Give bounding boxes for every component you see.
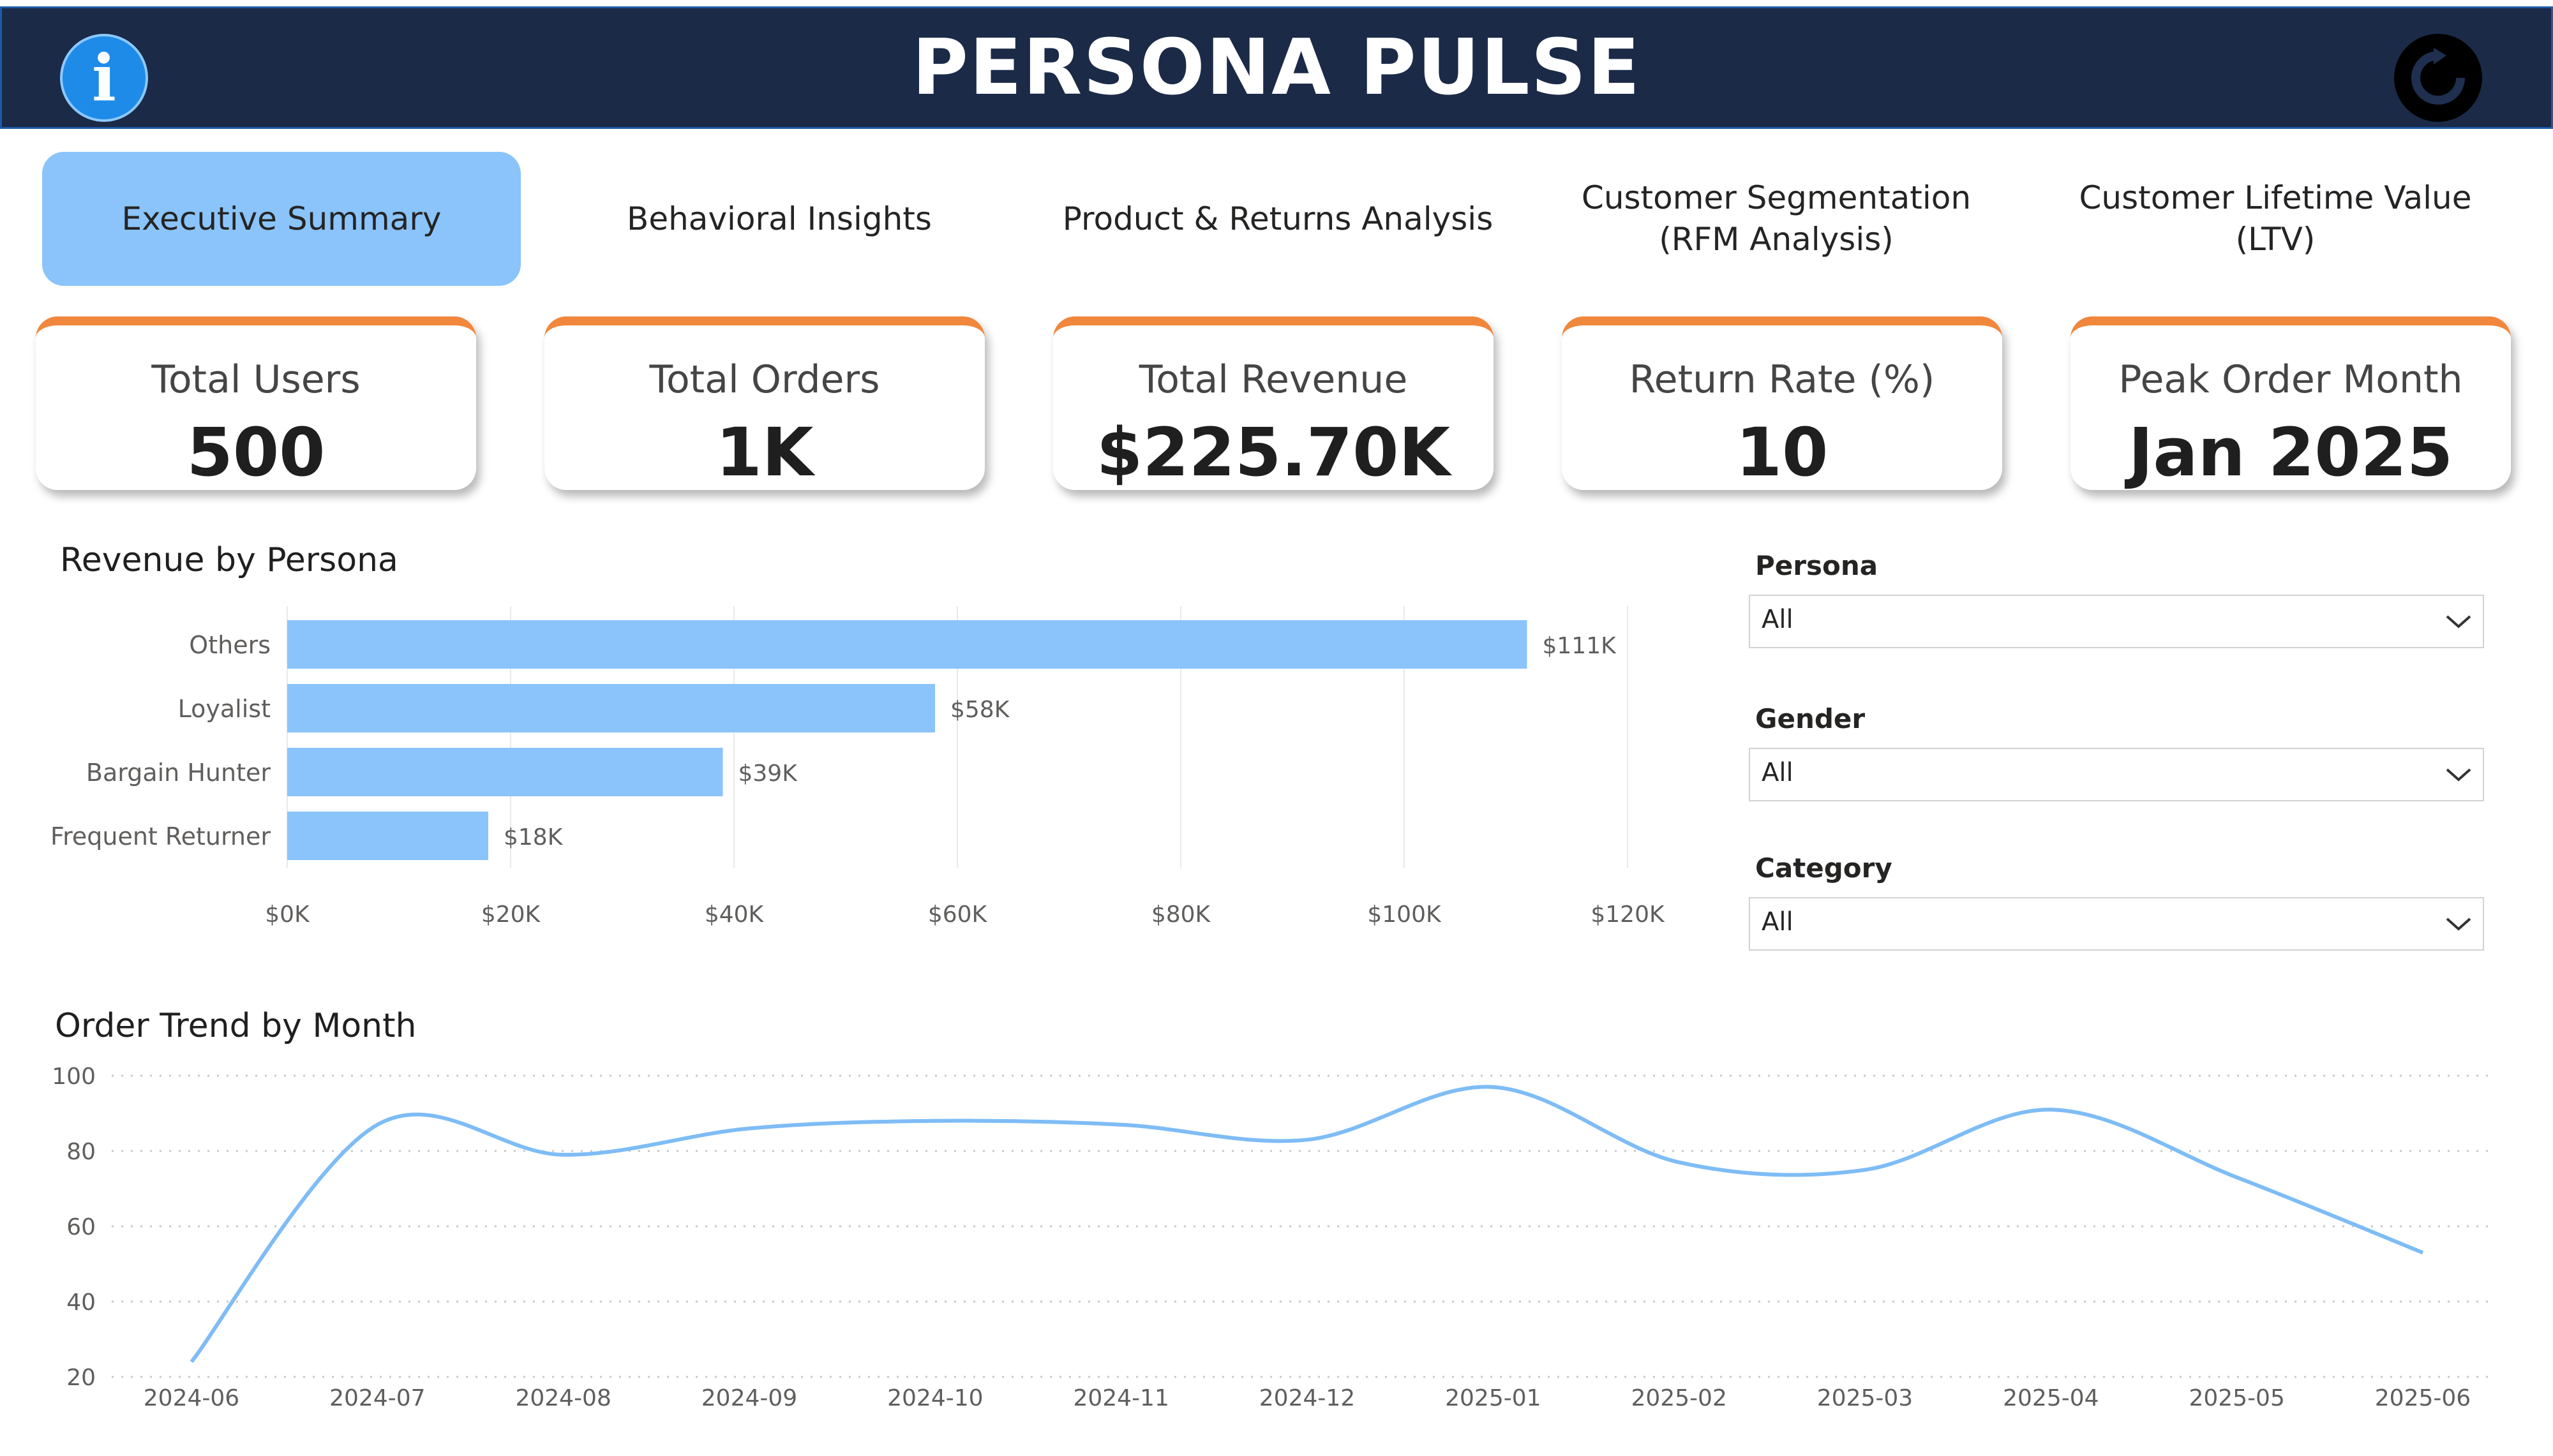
tab-product-returns-analysis[interactable]: Product & Returns Analysis	[1062, 200, 1494, 237]
series-line	[190, 1085, 2424, 1363]
x-tick-label: 2024-11	[1073, 1385, 1169, 1411]
kpi-card-total-revenue: Total Revenue $225.70K	[1053, 316, 1494, 491]
y-tick-label: 40	[66, 1289, 96, 1316]
data-point	[2422, 1252, 2423, 1253]
data-point	[377, 1124, 378, 1125]
x-tick-label: 2025-04	[2003, 1385, 2099, 1411]
x-tick-label: $20K	[481, 902, 541, 928]
kpi-value: 500	[186, 413, 326, 491]
header-bar: PERSONA PULSE i	[0, 6, 2553, 129]
kpi-value: 1K	[715, 413, 814, 491]
x-tick-label: 2024-06	[144, 1385, 239, 1411]
data-point	[934, 1120, 936, 1122]
bar	[287, 812, 488, 860]
x-tick-label: $80K	[1151, 902, 1211, 928]
kpi-value: $225.70K	[1096, 413, 1451, 491]
x-tick-label: $0K	[265, 902, 310, 928]
y-tick-label: 100	[52, 1064, 96, 1090]
y-category-label: Bargain Hunter	[86, 759, 271, 787]
data-point	[1492, 1087, 1494, 1088]
kpi-label: Return Rate (%)	[1629, 357, 1935, 402]
tab-customer-segmentation[interactable]: Customer Segmentation (RFM Analysis)	[1581, 179, 1972, 258]
x-tick-label: $100K	[1367, 902, 1442, 928]
line-chart-title: Order Trend by Month	[55, 1007, 417, 1045]
kpi-card-total-users: Total Users 500	[36, 316, 476, 491]
y-category-label: Frequent Returner	[50, 822, 271, 851]
tab-customer-ltv[interactable]: Customer Lifetime Value (LTV)	[2079, 179, 2472, 258]
data-point	[2236, 1177, 2238, 1178]
reset-icon[interactable]	[2394, 34, 2482, 122]
chevron-down-icon	[2446, 917, 2471, 931]
kpi-card-total-orders: Total Orders 1K	[544, 316, 985, 491]
x-tick-label: $60K	[928, 902, 988, 928]
kpi-label: Total Revenue	[1139, 357, 1408, 402]
x-tick-label: 2024-12	[1259, 1385, 1355, 1411]
x-tick-label: $40K	[705, 902, 765, 928]
x-tick-label: 2025-06	[2375, 1385, 2471, 1411]
x-tick-label: 2025-01	[1445, 1385, 1541, 1411]
y-tick-label: 20	[66, 1365, 96, 1391]
kpi-value: Jan 2025	[2128, 413, 2453, 491]
x-tick-label: 2024-08	[515, 1385, 611, 1411]
slicer-label-persona: Persona	[1755, 550, 1878, 581]
data-label: $39K	[738, 761, 798, 787]
y-tick-label: 60	[66, 1214, 96, 1240]
tab-executive-summary[interactable]: Executive Summary	[42, 152, 521, 286]
x-tick-label: 2025-02	[1631, 1385, 1726, 1411]
data-label: $18K	[504, 824, 564, 851]
data-label: $111K	[1543, 633, 1617, 659]
kpi-card-peak-order-month: Peak Order Month Jan 2025	[2070, 316, 2511, 491]
kpi-card-return-rate: Return Rate (%) 10	[1562, 316, 2002, 491]
kpi-label: Total Users	[151, 357, 361, 402]
x-tick-label: $120K	[1591, 902, 1665, 928]
persona-dropdown[interactable]: All	[1749, 595, 2484, 648]
slicer-value: All	[1762, 758, 1793, 787]
data-point	[191, 1361, 192, 1362]
x-tick-label: 2025-05	[2189, 1385, 2284, 1411]
gender-dropdown[interactable]: All	[1749, 748, 2484, 801]
slicer-label-category: Category	[1755, 852, 1892, 884]
info-icon[interactable]: i	[60, 34, 148, 122]
kpi-value: 10	[1735, 413, 1829, 491]
data-label: $58K	[950, 697, 1010, 723]
bar	[287, 748, 723, 796]
slicer-label-gender: Gender	[1755, 703, 1866, 734]
tab-behavioral-insights[interactable]: Behavioral Insights	[627, 200, 932, 237]
data-point	[749, 1128, 750, 1129]
data-point	[2050, 1109, 2051, 1110]
category-dropdown[interactable]: All	[1749, 897, 2484, 951]
y-category-label: Others	[189, 631, 271, 659]
x-tick-label: 2025-03	[1817, 1385, 1913, 1411]
kpi-label: Peak Order Month	[2118, 357, 2463, 402]
order-trend-chart: 20 40 60 80 100 2024-06 2024-07 2024-08 2024-09 2…	[52, 1064, 2492, 1411]
data-point	[1864, 1170, 1866, 1171]
y-category-label: Loyalist	[178, 695, 271, 723]
bar	[287, 684, 935, 732]
page-title: PERSONA PULSE	[911, 23, 1642, 112]
chevron-down-icon	[2446, 768, 2471, 782]
data-point	[563, 1154, 564, 1155]
data-point	[1306, 1139, 1308, 1140]
chevron-down-icon	[2446, 615, 2471, 628]
revenue-by-persona-chart: $0K $20K $40K $60K $80K $100K $120K Others $111K…	[50, 606, 1665, 928]
x-tick-label: 2024-09	[701, 1385, 797, 1411]
y-tick-label: 80	[66, 1139, 96, 1165]
bar	[287, 620, 1527, 669]
x-tick-label: 2024-10	[887, 1385, 983, 1411]
slicer-value: All	[1762, 907, 1793, 937]
data-point	[1121, 1124, 1122, 1125]
kpi-label: Total Orders	[649, 357, 880, 402]
slicer-value: All	[1762, 605, 1793, 634]
data-point	[1679, 1162, 1680, 1163]
bar-chart-title: Revenue by Persona	[60, 541, 398, 579]
x-tick-label: 2024-07	[329, 1385, 425, 1411]
